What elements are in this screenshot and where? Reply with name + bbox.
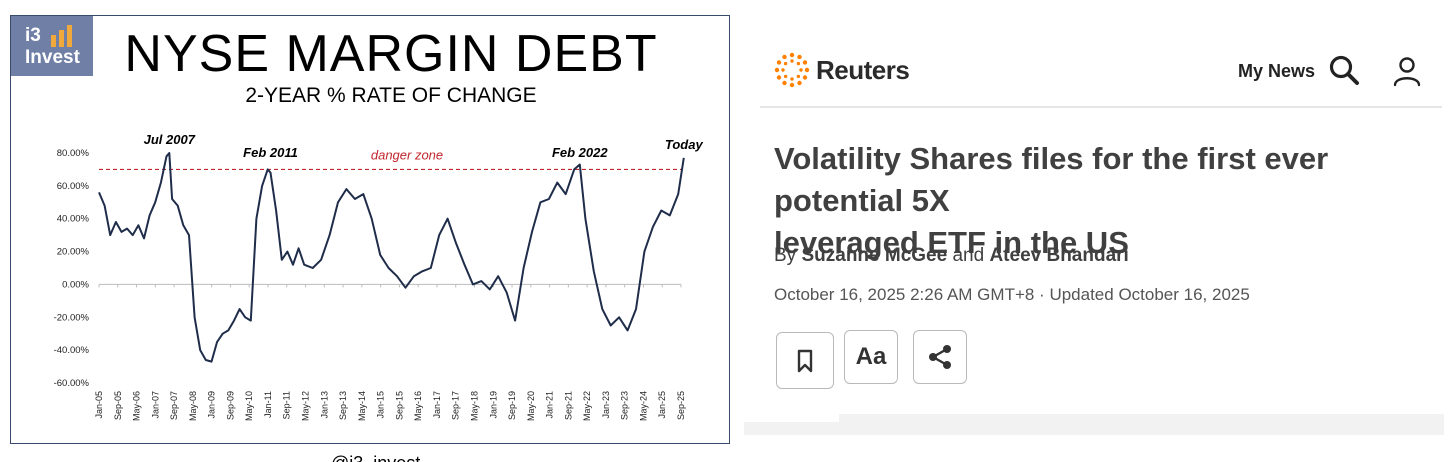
peak-annotation: Jul 2007 xyxy=(144,132,196,147)
margin-debt-chart: 80.00% 60.00% 40.00% 20.00% 0.00% -20.00% -40.… xyxy=(54,132,704,421)
footer-bar xyxy=(744,414,1444,435)
x-tick-label: Sep-15 xyxy=(394,391,404,420)
author-link-1[interactable]: Suzanne McGee xyxy=(801,245,948,266)
x-tick-label: Jan-09 xyxy=(207,391,217,419)
x-tick-label: May-06 xyxy=(132,391,142,421)
bookmark-button[interactable] xyxy=(776,332,834,389)
bookmark-icon xyxy=(797,349,813,372)
brand-name: Reuters xyxy=(816,54,910,85)
x-tick-label: Jan-15 xyxy=(376,391,386,419)
x-tick-label: Sep-11 xyxy=(282,391,292,419)
reuters-logo-icon xyxy=(774,52,810,88)
chart-caption: @i3_invest xyxy=(331,452,420,462)
danger-zone-label: danger zone xyxy=(371,147,443,162)
text-size-button[interactable]: Aa xyxy=(844,330,898,384)
dateline: October 16, 2025 2:26 AM GMT+8 · Updated… xyxy=(774,285,1250,304)
i3-invest-logo: i3 Invest xyxy=(11,16,93,76)
byline: By Suzanne McGee and Ateev Bhandari xyxy=(774,245,1129,267)
x-tick-label: Jan-05 xyxy=(94,391,104,419)
article-headline: Volatility Shares files for the first ev… xyxy=(774,138,1454,264)
x-tick-label: May-18 xyxy=(469,391,479,421)
y-tick-label: 60.00% xyxy=(57,181,90,192)
search-button[interactable] xyxy=(1328,54,1360,91)
x-tick-label: Sep-19 xyxy=(507,391,517,420)
x-tick-label: Jan-19 xyxy=(488,391,498,419)
x-tick-label: Sep-25 xyxy=(676,391,686,420)
peak-annotation: Today xyxy=(665,137,704,152)
share-icon xyxy=(929,345,951,369)
y-tick-label: 40.00% xyxy=(57,214,90,225)
margin-debt-series-line xyxy=(98,152,685,363)
x-tick-label: Jan-25 xyxy=(657,391,667,419)
x-tick-label: May-12 xyxy=(301,391,311,421)
text-size-label: Aa xyxy=(855,343,887,370)
headline-line-2: leveraged ETF in the US xyxy=(774,225,1129,260)
reuters-brand[interactable]: Reuters xyxy=(774,52,910,88)
x-tick-label: Sep-09 xyxy=(225,391,235,420)
x-tick-label: Jan-07 xyxy=(150,391,160,419)
x-tick-label: Sep-23 xyxy=(620,391,630,420)
x-tick-label: May-14 xyxy=(357,391,367,421)
user-icon xyxy=(1393,57,1421,87)
y-tick-label: -60.00% xyxy=(54,378,90,389)
chart-title: NYSE MARGIN DEBT xyxy=(124,25,658,83)
y-tick-label: -40.00% xyxy=(54,345,90,356)
x-tick-label: Jan-17 xyxy=(432,391,442,419)
byline-and: and xyxy=(952,245,985,266)
reuters-article-panel: Reuters My News Volatility Shares files … xyxy=(744,0,1456,461)
logo-text-invest: Invest xyxy=(25,47,80,68)
x-tick-label: May-10 xyxy=(244,391,254,421)
x-tick-label: Sep-17 xyxy=(451,391,461,420)
account-button[interactable] xyxy=(1392,55,1422,92)
x-tick-label: Sep-05 xyxy=(113,391,123,420)
y-tick-label: 20.00% xyxy=(57,247,90,258)
author-link-2[interactable]: Ateev Bhandari xyxy=(989,245,1129,266)
byline-by: By xyxy=(774,245,797,266)
logo-text-i3: i3 xyxy=(25,25,41,46)
x-tick-label: Jan-21 xyxy=(545,391,555,419)
bar-logo-icon xyxy=(51,25,72,47)
y-tick-label: -20.00% xyxy=(54,312,90,323)
my-news-link[interactable]: My News xyxy=(1238,61,1316,81)
footer-notch xyxy=(744,414,839,422)
y-tick-label: 80.00% xyxy=(57,148,90,159)
x-tick-label: Jan-23 xyxy=(601,391,611,419)
y-tick-label: 0.00% xyxy=(62,279,89,290)
search-icon xyxy=(1329,55,1359,85)
share-button[interactable] xyxy=(913,330,967,384)
x-tick-label: May-08 xyxy=(188,391,198,421)
x-tick-label: Jan-11 xyxy=(263,391,273,418)
chart-panel: i3 Invest NYSE MARGIN DEBT 2-YEAR % RATE… xyxy=(10,15,730,462)
header-divider xyxy=(760,106,1442,108)
x-tick-label: May-20 xyxy=(526,391,536,421)
headline-line-1: Volatility Shares files for the first ev… xyxy=(774,141,1329,218)
x-tick-label: May-24 xyxy=(638,391,648,421)
chart-subtitle: 2-YEAR % RATE OF CHANGE xyxy=(245,84,537,107)
x-tick-label: May-16 xyxy=(413,391,423,421)
x-tick-label: Sep-13 xyxy=(338,391,348,420)
peak-annotation: Feb 2022 xyxy=(552,145,608,160)
x-tick-label: May-22 xyxy=(582,391,592,421)
peak-annotation: Feb 2011 xyxy=(243,145,298,160)
x-tick-label: Sep-21 xyxy=(563,391,573,420)
x-tick-label: Jan-13 xyxy=(319,391,329,419)
x-tick-label: Sep-07 xyxy=(169,391,179,420)
